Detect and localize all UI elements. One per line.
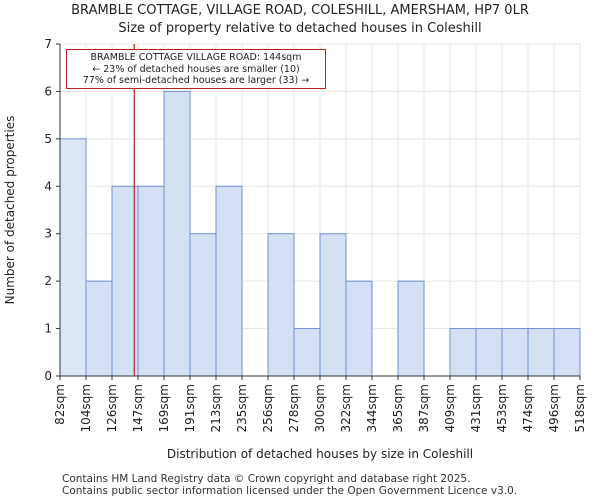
x-tick-label: 322sqm	[339, 384, 353, 432]
footer-line-2: Contains public sector information licen…	[62, 485, 518, 497]
y-tick-label: 1	[44, 322, 52, 336]
x-tick-label: 496sqm	[547, 384, 561, 432]
histogram-bar	[527, 328, 555, 377]
x-tick-label: 278sqm	[287, 384, 301, 432]
histogram-bar	[449, 328, 477, 377]
x-tick-label: 431sqm	[469, 384, 483, 432]
histogram-bar	[163, 90, 191, 377]
histogram-bar	[501, 328, 529, 377]
x-tick-label: 126sqm	[105, 384, 119, 432]
histogram-bar	[293, 328, 321, 377]
histogram-bar	[267, 233, 295, 377]
histogram-bar	[59, 138, 87, 377]
x-tick-label: 453sqm	[495, 384, 509, 432]
x-tick-label: 256sqm	[261, 384, 275, 432]
histogram-bar	[137, 185, 165, 377]
x-tick-label: 387sqm	[417, 384, 431, 432]
y-tick-label: 5	[44, 132, 52, 146]
x-tick-label: 235sqm	[235, 384, 249, 432]
footer-line-1: Contains HM Land Registry data © Crown c…	[62, 473, 471, 485]
y-tick-label: 0	[44, 369, 52, 383]
histogram-bar	[189, 233, 217, 377]
x-tick-label: 518sqm	[573, 384, 587, 432]
y-tick-label: 7	[44, 37, 52, 51]
annotation-line-2: ← 23% of detached houses are smaller (10…	[92, 63, 300, 75]
x-tick-label: 147sqm	[131, 384, 145, 432]
histogram-bar	[553, 328, 581, 377]
y-tick-label: 3	[44, 227, 52, 241]
chart-title: BRAMBLE COTTAGE, VILLAGE ROAD, COLESHILL…	[71, 3, 529, 18]
x-tick-label: 104sqm	[79, 384, 93, 432]
axes: 0 1 2 3 4 5 6 7 82sqm 104sqm 126sqm 147sqm 169sqm 191…	[44, 37, 587, 432]
histogram-bar	[397, 280, 425, 377]
x-tick-label: 82sqm	[53, 384, 67, 425]
x-tick-label: 365sqm	[391, 384, 405, 432]
histogram-bar	[85, 280, 113, 377]
x-axis-label: Distribution of detached houses by size …	[167, 447, 473, 461]
annotation-line-1: BRAMBLE COTTAGE VILLAGE ROAD: 144sqm	[90, 52, 302, 63]
x-tick-label: 409sqm	[443, 384, 457, 432]
x-tick-label: 344sqm	[365, 384, 379, 432]
x-tick-label: 474sqm	[521, 384, 535, 432]
x-tick-label: 300sqm	[313, 384, 327, 432]
bars	[59, 90, 581, 377]
histogram-bar	[215, 185, 243, 377]
x-tick-label: 213sqm	[209, 384, 223, 432]
x-tick-label: 169sqm	[157, 384, 171, 432]
annotation-line-3: 77% of semi-detached houses are larger (…	[82, 75, 310, 86]
y-axis-label: Number of detached properties	[3, 116, 17, 305]
histogram-bar	[475, 328, 503, 377]
chart-subtitle: Size of property relative to detached ho…	[118, 21, 482, 36]
y-tick-label: 4	[44, 179, 52, 193]
histogram-bar	[319, 233, 347, 377]
histogram-bar	[345, 280, 373, 377]
y-tick-label: 2	[44, 274, 52, 288]
property-annotation: BRAMBLE COTTAGE VILLAGE ROAD: 144sqm ← 2…	[66, 49, 326, 89]
x-tick-label: 191sqm	[183, 384, 197, 432]
y-tick-label: 6	[44, 84, 52, 98]
